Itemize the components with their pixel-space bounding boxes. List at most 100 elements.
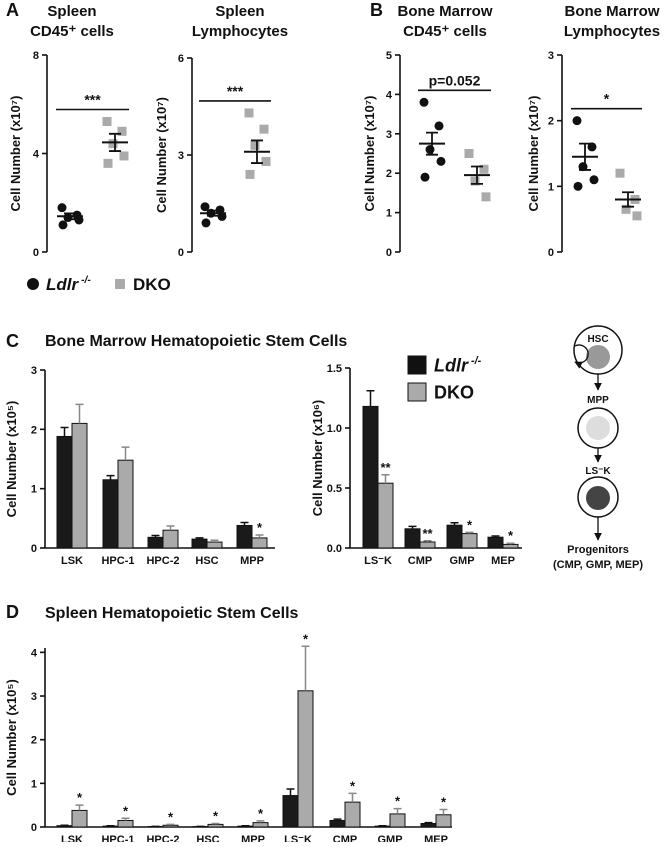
x-tick-label: HPC-2 [146, 555, 179, 567]
bar [488, 537, 503, 548]
point [109, 139, 118, 148]
section-title: Spleen Hematopoietic Stem Cells [45, 605, 299, 622]
point [251, 141, 260, 150]
point [246, 170, 255, 179]
chart-title: CD45⁺ cells [403, 23, 487, 40]
legend-text: DKO [434, 382, 474, 402]
node-label: HSC [587, 334, 608, 345]
bar [283, 796, 298, 827]
panel-label: A [6, 0, 19, 20]
y-tick-label: 1 [31, 484, 37, 496]
y-axis-label: Cell Number (x10⁶) [310, 400, 325, 517]
bar [192, 539, 207, 548]
significance-label: * [123, 803, 129, 818]
bar [503, 544, 518, 548]
error-bar [367, 391, 375, 407]
point [590, 175, 599, 184]
significance-label: *** [84, 91, 101, 107]
bar [72, 810, 87, 827]
x-tick-label: CMP [408, 555, 432, 567]
x-tick-label: MEP [424, 834, 448, 842]
x-tick-label: MEP [491, 555, 515, 567]
node-label: LS⁻K [585, 466, 611, 477]
x-tick-label: LS⁻K [364, 555, 392, 567]
x-tick-label: MPP [240, 555, 264, 567]
panel-label: D [6, 602, 19, 622]
bar [163, 825, 178, 827]
y-tick-label: 2 [386, 168, 392, 180]
x-tick-label: LS⁻K [284, 834, 312, 842]
y-tick-label: 1.0 [327, 423, 342, 435]
point [421, 173, 430, 182]
point [420, 98, 429, 107]
y-axis-label: Cell Number (x10⁷) [154, 97, 169, 213]
y-tick-label: 3 [31, 365, 37, 377]
significance-label: p=0.052 [429, 72, 481, 88]
node-label: MPP [587, 395, 609, 406]
chart-title: Spleen [47, 3, 96, 20]
y-tick-label: 0 [31, 543, 37, 555]
error-bar [440, 810, 448, 815]
legend-label: Ldlr-/- [434, 355, 482, 375]
bar [405, 529, 420, 548]
bar [390, 814, 405, 827]
x-tick-label: GMP [449, 555, 474, 567]
bar [237, 525, 252, 548]
section-title: Bone Marrow Hematopoietic Stem Cells [45, 333, 347, 350]
diagram-footer: Progenitors [567, 544, 629, 556]
chart-title: CD45⁺ cells [30, 23, 114, 40]
error-bar [287, 789, 295, 796]
y-tick-label: 0 [33, 247, 39, 259]
legend-marker [115, 279, 125, 289]
significance-label: * [395, 794, 401, 809]
error-bar [425, 823, 433, 824]
y-axis-label: Cell Number (x10⁷) [526, 96, 541, 212]
y-axis-label: Cell Number (x10⁵) [4, 679, 19, 796]
x-tick-label: HSC [196, 834, 219, 842]
y-tick-label: 2 [31, 424, 37, 436]
bar [421, 824, 436, 827]
significance-label: * [441, 795, 447, 810]
point [426, 145, 435, 154]
significance-label: * [467, 517, 473, 532]
point [573, 116, 582, 125]
error-bar [107, 476, 115, 480]
bar [72, 423, 87, 548]
point [202, 218, 211, 227]
legend-superscript: -/- [471, 355, 482, 367]
chart-title: Bone Marrow [564, 3, 659, 20]
y-tick-label: 4 [33, 149, 40, 161]
chart-title: Bone Marrow [397, 3, 492, 20]
y-tick-label: 2 [31, 735, 37, 747]
y-axis-label: Cell Number (x10⁵) [4, 401, 19, 518]
bar [436, 815, 451, 827]
legend-marker [408, 383, 426, 401]
point [574, 182, 583, 191]
x-tick-label: CMP [333, 834, 357, 842]
diagram: HSC MPP LS⁻K Progenitors (CMP, GMP, MEP) [553, 326, 643, 571]
legend-text: Ldlr [434, 355, 469, 375]
error-bar [349, 793, 357, 802]
significance-label: * [77, 790, 83, 805]
bar [420, 542, 435, 548]
point [120, 151, 129, 160]
node-fill [586, 416, 610, 440]
error-bar [167, 526, 175, 530]
bar [208, 824, 223, 827]
chart-title: Lymphocytes [564, 23, 660, 40]
error-bar [212, 824, 220, 825]
y-tick-label: 0.5 [327, 483, 342, 495]
bar [330, 820, 345, 827]
error-bar [76, 805, 84, 810]
point [104, 159, 113, 168]
error-bar [122, 447, 130, 460]
bar [253, 823, 268, 827]
point [260, 125, 269, 134]
point [64, 213, 73, 222]
error-bar [302, 646, 310, 691]
bar [345, 802, 360, 827]
significance-label: * [508, 528, 514, 543]
point [59, 220, 68, 229]
y-tick-label: 4 [386, 89, 393, 101]
